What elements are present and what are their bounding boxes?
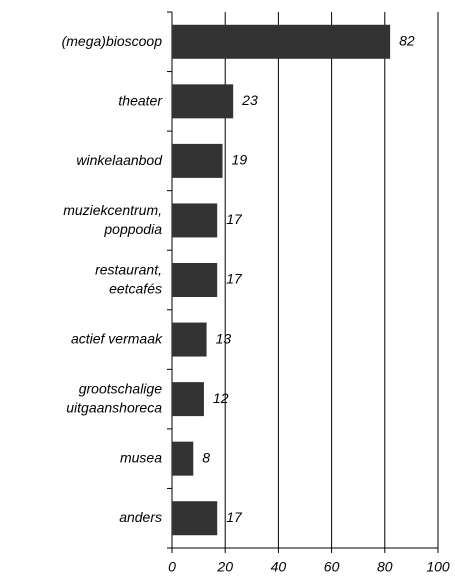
y-tick-label: anders bbox=[119, 509, 162, 525]
value-label: 19 bbox=[232, 152, 248, 168]
bar bbox=[172, 263, 218, 297]
value-label: 17 bbox=[226, 271, 243, 287]
y-tick-label: winkelaanbod bbox=[76, 152, 163, 168]
value-label: 17 bbox=[226, 211, 243, 227]
x-tick-label: 40 bbox=[271, 559, 287, 575]
bar bbox=[172, 322, 207, 357]
x-tick-label: 80 bbox=[377, 559, 393, 575]
y-tick-label: (mega)bioscoop bbox=[62, 32, 163, 48]
bar bbox=[172, 203, 218, 238]
bar bbox=[172, 24, 391, 59]
value-label: 13 bbox=[216, 330, 232, 346]
value-label: 23 bbox=[241, 92, 258, 108]
x-tick-label: 0 bbox=[168, 559, 176, 575]
y-tick-label: muziekcentrum, poppodia bbox=[63, 202, 162, 237]
bar bbox=[172, 84, 234, 119]
bar bbox=[172, 501, 218, 536]
value-label: 17 bbox=[226, 509, 243, 525]
bar bbox=[172, 441, 194, 476]
value-label: 82 bbox=[399, 32, 415, 48]
y-tick-label: grootschalige uitgaanshoreca bbox=[66, 380, 162, 415]
y-tick-label: restaurant, eetcafés bbox=[95, 261, 162, 296]
y-tick-label: actief vermaak bbox=[71, 330, 163, 346]
y-tick-label: musea bbox=[120, 449, 162, 465]
x-tick-label: 60 bbox=[324, 559, 340, 575]
x-tick-label: 20 bbox=[216, 559, 233, 575]
bar bbox=[172, 382, 204, 417]
value-label: 12 bbox=[213, 390, 229, 406]
bar bbox=[172, 143, 223, 178]
x-tick-label: 100 bbox=[426, 559, 450, 575]
y-tick-label: theater bbox=[118, 92, 163, 108]
value-label: 8 bbox=[202, 449, 210, 465]
